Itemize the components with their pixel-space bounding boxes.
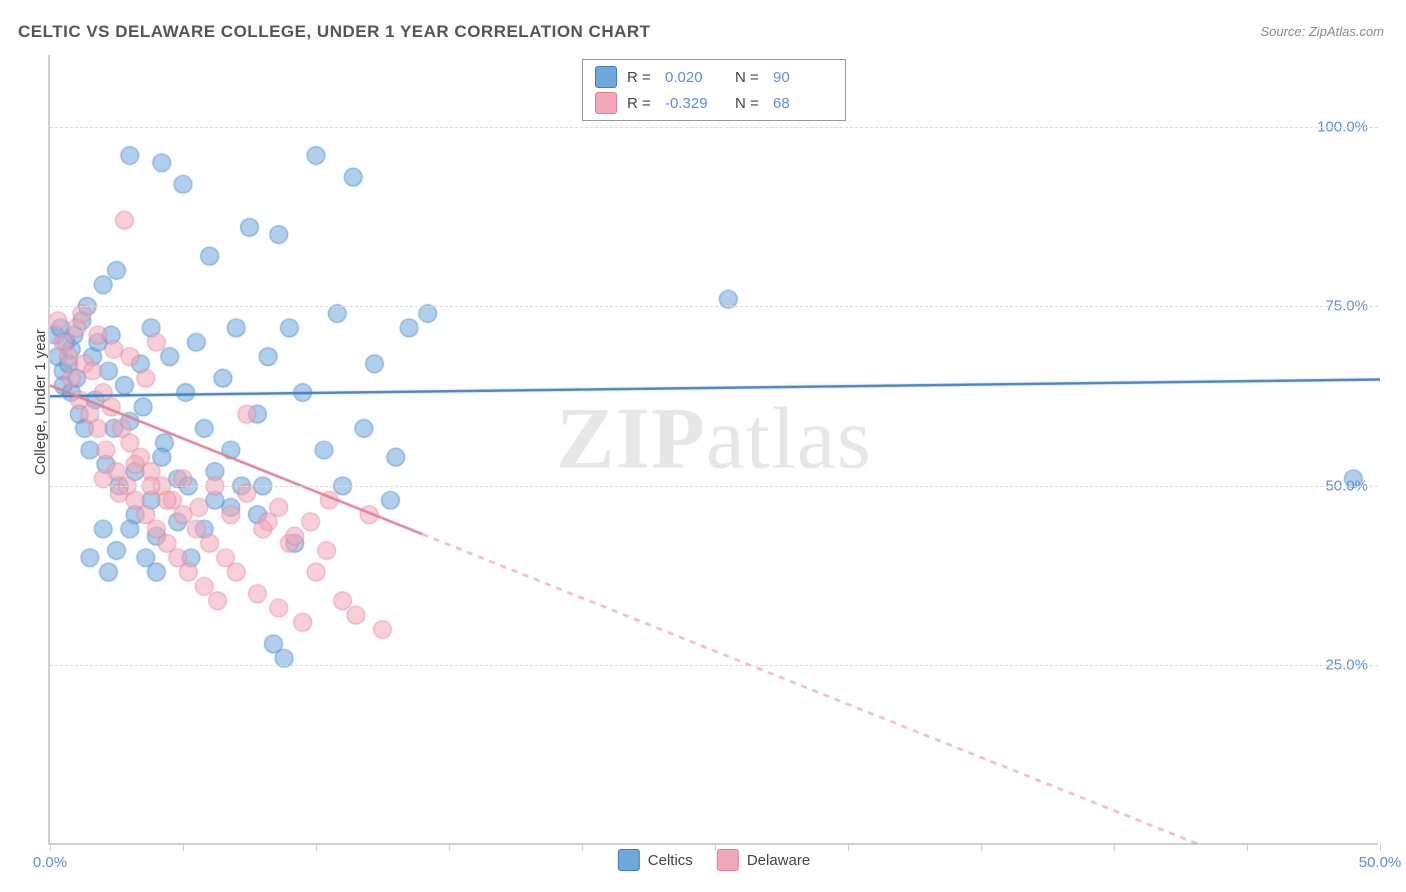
gridline <box>50 127 1378 128</box>
legend-row-delaware: R = -0.329 N = 68 <box>595 90 833 116</box>
swatch-delaware <box>595 92 617 114</box>
legend-celtics-n: 90 <box>773 69 833 86</box>
xtick-mark <box>449 843 450 851</box>
gridline <box>50 306 1378 307</box>
source-label: Source: ZipAtlas.com <box>1260 24 1384 39</box>
y-axis-label: College, Under 1 year <box>32 329 49 475</box>
scatter-canvas <box>50 55 1380 845</box>
legend-celtics-r: 0.020 <box>665 69 725 86</box>
legend-correlation: R = 0.020 N = 90 R = -0.329 N = 68 <box>582 59 846 121</box>
legend-celtics-label: Celtics <box>648 852 693 869</box>
xtick-mark <box>1114 843 1115 851</box>
legend-delaware-n: 68 <box>773 95 833 112</box>
xtick-mark <box>582 843 583 851</box>
xtick-mark <box>1380 843 1381 851</box>
chart-title: CELTIC VS DELAWARE COLLEGE, UNDER 1 YEAR… <box>18 22 651 42</box>
legend-r-label: R = <box>627 95 655 112</box>
xtick-mark <box>1247 843 1248 851</box>
chart-container: CELTIC VS DELAWARE COLLEGE, UNDER 1 YEAR… <box>0 0 1406 892</box>
legend-delaware-label: Delaware <box>747 852 810 869</box>
gridline <box>50 486 1378 487</box>
legend-series: Celtics Delaware <box>618 849 810 871</box>
legend-item-celtics: Celtics <box>618 849 693 871</box>
legend-n-label: N = <box>735 69 763 86</box>
xtick-label: 50.0% <box>1359 854 1402 871</box>
legend-item-delaware: Delaware <box>717 849 810 871</box>
swatch-delaware-icon <box>717 849 739 871</box>
swatch-celtics-icon <box>618 849 640 871</box>
legend-n-label: N = <box>735 95 763 112</box>
plot-area: College, Under 1 year ZIPatlas 25.0%50.0… <box>48 55 1378 845</box>
legend-row-celtics: R = 0.020 N = 90 <box>595 64 833 90</box>
xtick-mark <box>848 843 849 851</box>
gridline <box>50 665 1378 666</box>
xtick-label: 0.0% <box>33 854 67 871</box>
xtick-mark <box>183 843 184 851</box>
xtick-mark <box>981 843 982 851</box>
swatch-celtics <box>595 66 617 88</box>
legend-r-label: R = <box>627 69 655 86</box>
legend-delaware-r: -0.329 <box>665 95 725 112</box>
xtick-mark <box>50 843 51 851</box>
xtick-mark <box>316 843 317 851</box>
